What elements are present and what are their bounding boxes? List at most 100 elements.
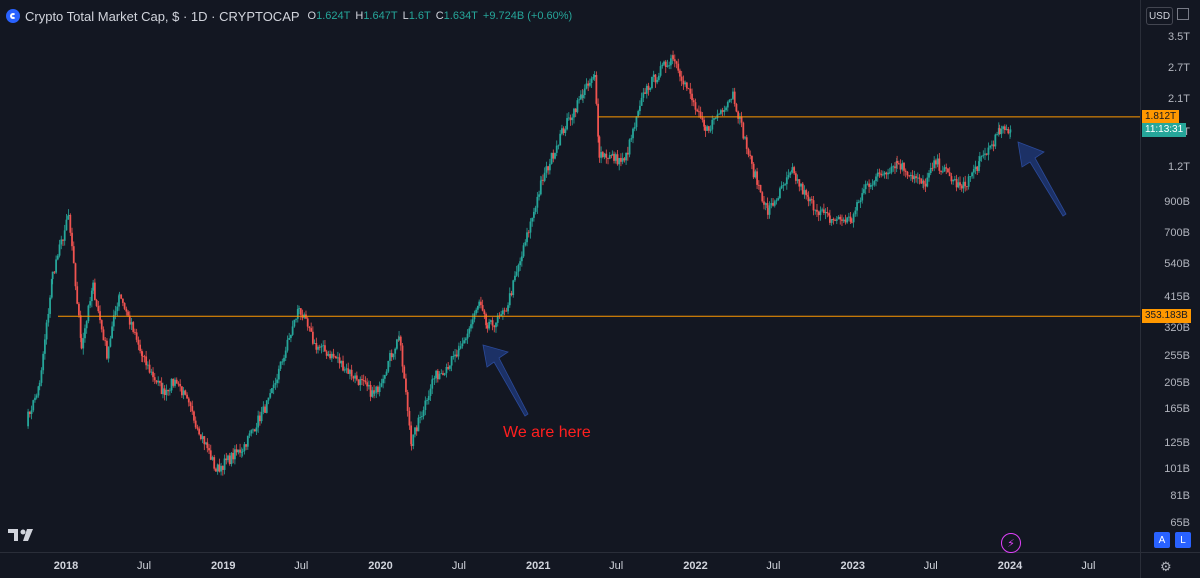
candle (732, 88, 734, 100)
candle (809, 197, 811, 206)
candle (595, 71, 598, 106)
candle (146, 361, 149, 370)
candle (730, 98, 733, 104)
candle (296, 304, 299, 323)
candle (709, 125, 712, 133)
candle (850, 218, 853, 224)
candle (325, 349, 328, 359)
candle (116, 302, 119, 317)
candlestick-chart[interactable] (0, 0, 1140, 552)
fullscreen-icon[interactable] (1177, 8, 1189, 20)
candle (630, 134, 633, 143)
symbol-title[interactable]: Crypto Total Market Cap, $ · 1D · CRYPTO… (25, 8, 300, 24)
candle (99, 305, 101, 324)
candle (452, 351, 455, 360)
candle (35, 393, 38, 400)
candle (237, 449, 240, 455)
currency-selector[interactable]: USD (1146, 7, 1173, 25)
candle (675, 60, 678, 69)
candle (274, 377, 277, 390)
candle (239, 443, 241, 457)
candle (414, 427, 416, 438)
candle (971, 171, 973, 179)
time-tick-label: Jul (451, 560, 466, 572)
candle (1005, 124, 1008, 131)
candle (1002, 125, 1005, 134)
candle (713, 117, 715, 125)
candle (592, 73, 595, 81)
candle (589, 78, 591, 88)
price-tick-label: 255B (1164, 350, 1190, 363)
candle (248, 430, 251, 439)
log-scale-button[interactable]: L (1175, 532, 1191, 548)
candle (574, 108, 577, 118)
candle (43, 334, 46, 360)
candle (114, 305, 117, 320)
candle (87, 304, 90, 324)
tradingview-logo-icon[interactable] (8, 527, 38, 543)
candle (153, 373, 156, 385)
lightning-icon[interactable]: ⚡ (1001, 533, 1021, 553)
candle (174, 377, 176, 388)
chart-plot-area[interactable] (0, 0, 1140, 552)
candle (759, 184, 762, 193)
candle (60, 235, 63, 250)
price-scale[interactable]: 3.5T2.7T2.1T1.6T1.2T900B700B540B415B320B… (1140, 0, 1200, 552)
time-tick-label: 2020 (368, 560, 393, 572)
candle (773, 199, 776, 208)
arrow-left-icon[interactable] (482, 344, 529, 417)
price-tick-label: 101B (1164, 463, 1190, 475)
candle (422, 406, 425, 420)
candle (854, 207, 857, 217)
candle (336, 351, 339, 363)
candle (28, 411, 31, 418)
candle (933, 156, 936, 172)
candle (837, 215, 840, 220)
candle (920, 178, 923, 185)
candle (137, 336, 140, 351)
time-tick-label: 2018 (53, 560, 79, 572)
candle (885, 171, 888, 179)
candle (40, 367, 43, 387)
candles-group (27, 50, 1012, 476)
candle (821, 207, 824, 213)
candle (485, 312, 487, 329)
candle (664, 59, 667, 73)
candle (534, 205, 537, 215)
auto-scale-button[interactable]: A (1154, 532, 1170, 548)
candle (172, 378, 175, 388)
candle (67, 209, 70, 219)
gear-icon[interactable]: ⚙ (1160, 559, 1172, 574)
candle (271, 388, 273, 394)
candle (834, 218, 836, 222)
arrow-right-icon[interactable] (1017, 141, 1067, 217)
candle (869, 182, 872, 190)
candle (111, 321, 114, 339)
candle (267, 397, 270, 405)
candle (735, 102, 738, 113)
candle (324, 340, 326, 352)
candle (779, 186, 781, 200)
candle (277, 365, 280, 384)
candle (327, 350, 330, 357)
candle (463, 337, 466, 344)
candle (761, 191, 764, 203)
candle (216, 463, 219, 475)
candle (283, 354, 285, 366)
candle (205, 441, 207, 445)
candle (822, 203, 825, 215)
candle (389, 350, 391, 368)
candle (141, 351, 144, 363)
candle (768, 201, 771, 219)
candle (301, 309, 304, 321)
time-scale[interactable]: 2018 Jul 2019 Jul 2020 Jul 2021 Jul 2022 Jul 2023 J… (0, 552, 1140, 578)
candle (461, 337, 464, 349)
candle (258, 411, 261, 426)
candle (672, 50, 674, 61)
candle (483, 309, 486, 320)
candle (308, 326, 311, 332)
candle (180, 386, 183, 398)
candle (375, 385, 378, 399)
candle (515, 265, 518, 277)
candle (517, 263, 520, 278)
